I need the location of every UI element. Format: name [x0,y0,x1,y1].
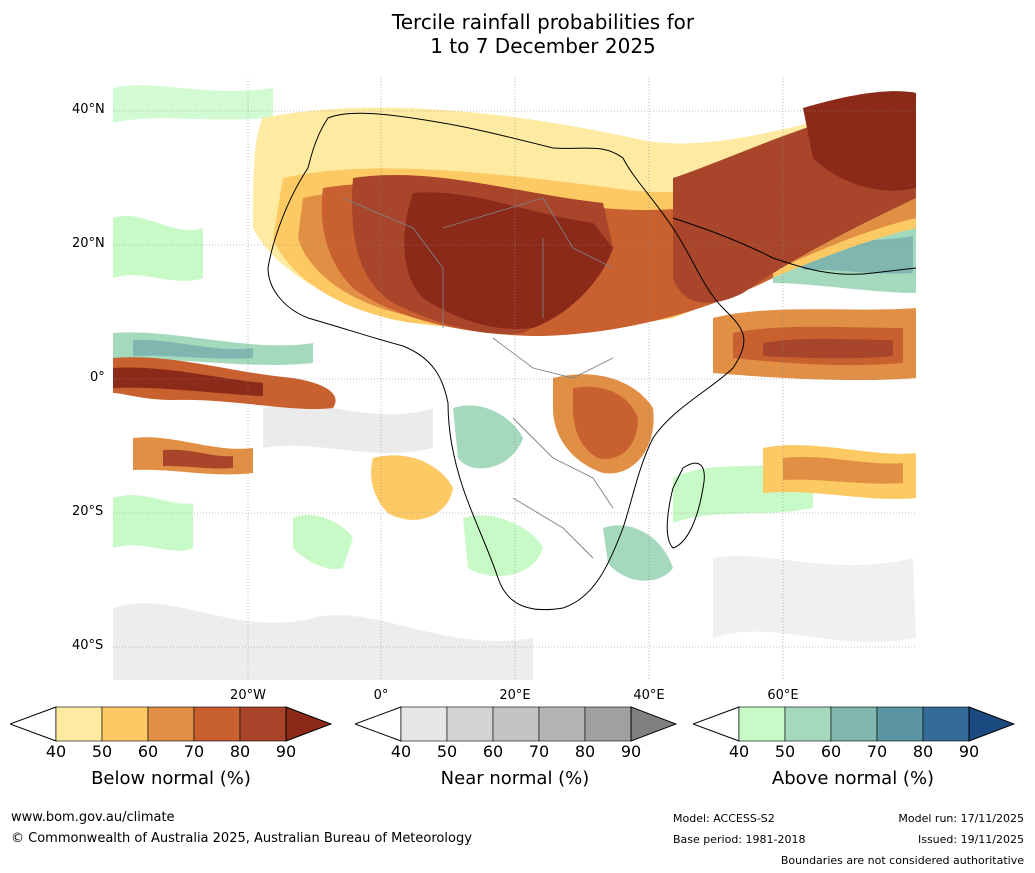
cbar-above-tick-40: 40 [728,742,750,761]
lat-label-20n: 20°N [72,236,105,251]
footer-model: Model: ACCESS-S2 [673,812,775,825]
cbar-above-seg-0 [693,706,740,742]
cbar-above-tick-70: 70 [866,742,888,761]
lon-label-60e: 60°E [767,688,799,703]
cbar-below-title: Below normal (%) [91,768,251,789]
cbar-above-seg-4 [876,706,924,742]
cbar-near-tick-50: 50 [436,742,458,761]
cbar-near-tick-80: 80 [574,742,596,761]
lon-label-20e: 20°E [499,688,531,703]
cbar-near-seg-4 [538,706,586,742]
cbar-below-tick-50: 50 [91,742,113,761]
lon-label-40e: 40°E [633,688,665,703]
cbar-above-seg-1 [738,706,786,742]
cbar-above-tick-90: 90 [958,742,980,761]
coastlines [267,112,916,611]
cbar-near-seg-0 [355,706,402,742]
cbar-near-seg-1 [400,706,448,742]
cbar-below-seg-3 [147,706,195,742]
lat-label-40n: 40°N [72,102,105,117]
cbar-below-tick-80: 80 [229,742,251,761]
cbar-near-title: Near normal (%) [440,768,590,789]
title-line-2: 1 to 7 December 2025 [430,34,656,58]
cbar-near-tick-70: 70 [528,742,550,761]
colorbar-above [693,706,1015,742]
cbar-near-tick-60: 60 [482,742,504,761]
map-title: Tercile rainfall probabilities for 1 to … [0,10,1035,58]
cbar-above-title: Above normal (%) [771,768,935,789]
cbar-above-seg-5 [922,706,970,742]
cbar-above-tick-60: 60 [820,742,842,761]
country-borders [342,197,614,559]
near-normal-patches [113,404,916,680]
cbar-near-seg-6 [630,706,677,742]
cbar-below-tick-90: 90 [275,742,297,761]
lon-label-0: 0° [373,688,389,703]
cbar-above-seg-6 [968,706,1015,742]
cbar-above-seg-3 [830,706,878,742]
cbar-above-tick-80: 80 [912,742,934,761]
graticule [113,78,916,680]
cbar-above-tick-50: 50 [774,742,796,761]
cbar-near-tick-40: 40 [390,742,412,761]
cbar-below-tick-40: 40 [45,742,67,761]
lat-label-40s: 40°S [72,638,104,653]
cbar-below-seg-4 [193,706,241,742]
colorbar-below [10,706,332,742]
lon-label-20w: 20°W [230,688,266,703]
cbar-below-seg-0 [10,706,57,742]
colorbar-near [355,706,677,742]
cbar-near-tick-90: 90 [620,742,642,761]
cbar-below-seg-1 [55,706,103,742]
lat-label-20s: 20°S [72,504,104,519]
below-normal-patches [113,91,916,520]
cbar-below-seg-2 [101,706,149,742]
footer-url[interactable]: www.bom.gov.au/climate [11,810,175,825]
cbar-near-seg-5 [584,706,632,742]
footer-issued: Issued: 19/11/2025 [917,833,1024,846]
footer-base-period: Base period: 1981-2018 [673,833,806,846]
lat-label-0: 0° [90,370,105,385]
cbar-below-seg-6 [285,706,332,742]
title-line-1: Tercile rainfall probabilities for [391,10,695,34]
cbar-near-seg-3 [492,706,540,742]
footer-disclaimer: Boundaries are not considered authoritat… [780,854,1024,867]
footer-model-run: Model run: 17/11/2025 [898,812,1024,825]
map-canvas [113,78,916,680]
cbar-below-tick-70: 70 [183,742,205,761]
cbar-below-seg-5 [239,706,287,742]
cbar-above-seg-2 [784,706,832,742]
rainfall-map [113,78,916,680]
cbar-below-tick-60: 60 [137,742,159,761]
footer-copyright: © Commonwealth of Australia 2025, Austra… [11,831,472,846]
cbar-near-seg-2 [446,706,494,742]
